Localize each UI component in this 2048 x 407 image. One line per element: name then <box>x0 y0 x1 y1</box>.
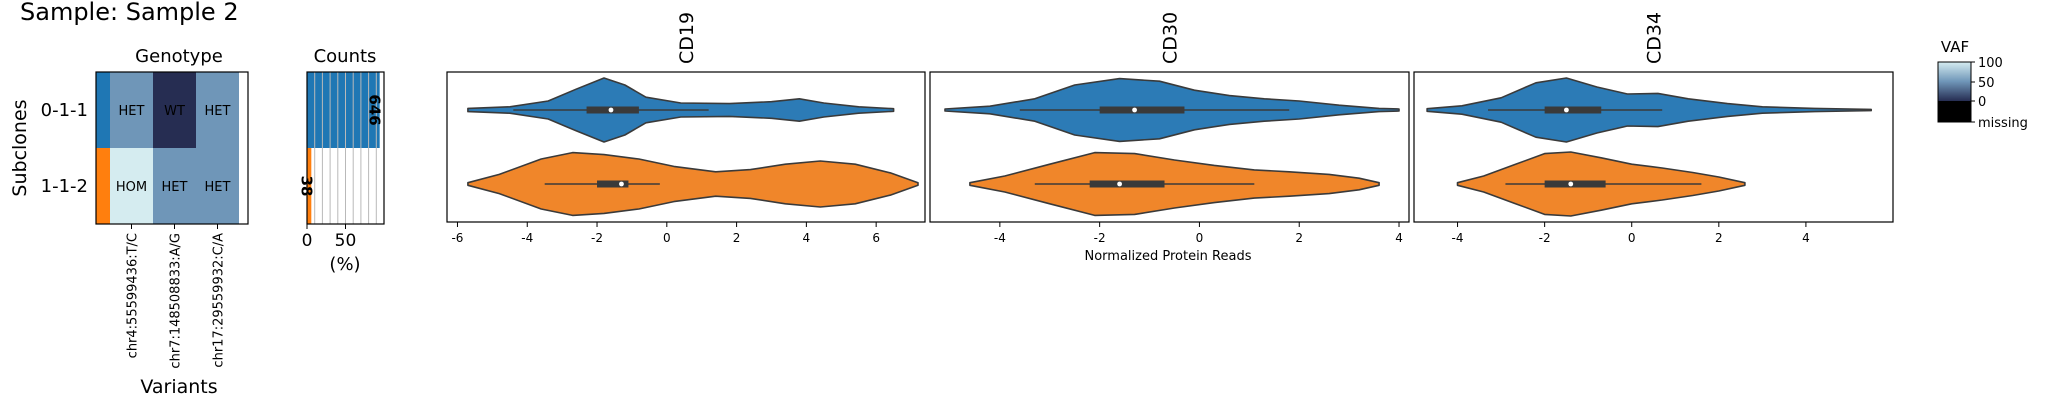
violin-xtick-label: 4 <box>1802 231 1810 245</box>
colorbar-tick-label: 50 <box>1978 76 1995 91</box>
violin-xtick-label: 0 <box>1628 231 1636 245</box>
violin-panel-frame <box>929 71 1410 223</box>
genotype-frame <box>95 71 249 225</box>
colorbar-frame <box>1937 61 1972 123</box>
violin-xtick-label: 6 <box>872 231 880 245</box>
genotype-cell <box>153 148 196 224</box>
count-label: 38 <box>297 176 315 197</box>
violin-xtick-label: -2 <box>1094 231 1106 245</box>
genotype-cell-label: HOM <box>116 180 147 195</box>
count-bar <box>307 72 380 148</box>
violin-xtick-label: 2 <box>733 231 741 245</box>
colorbar-tick-label: missing <box>1978 116 2028 131</box>
violin-median <box>1568 181 1574 187</box>
violin-median <box>1564 107 1569 113</box>
violin-xtick-label: 4 <box>1395 231 1403 245</box>
violin-xtick-label: -2 <box>1539 231 1551 245</box>
violin-xtick-label: 4 <box>803 231 811 245</box>
genotype-cell-label: WT <box>164 104 185 119</box>
genotype-cell-label: HET <box>119 104 145 119</box>
counts-xtick-label: 50 <box>335 231 357 251</box>
colorbar-gradient <box>1938 62 1971 101</box>
count-bar <box>307 148 312 224</box>
violin-iqr-box <box>1544 106 1602 114</box>
genotype-cell <box>196 148 239 224</box>
variants-axis-label: Variants <box>140 376 217 398</box>
variant-label: chr7:148508833:A/G <box>169 233 184 369</box>
violin-median <box>619 181 624 187</box>
counts-panel-title: Counts <box>314 46 377 67</box>
genotype-cell <box>110 148 153 224</box>
violin-iqr-box <box>1099 106 1185 114</box>
clone-color-swatch <box>96 148 110 224</box>
count-label: 646 <box>366 94 384 125</box>
genotype-cell <box>196 72 239 148</box>
protein-axis-label: Normalized Protein Reads <box>1085 249 1252 264</box>
violin-iqr-box <box>1089 180 1165 188</box>
subclone-label: 0-1-1 <box>41 100 88 121</box>
colorbar-tick-label: 100 <box>1978 56 2003 71</box>
violin-panel-title: CD34 <box>1644 12 1666 64</box>
violin-xtick-label: 2 <box>1295 231 1303 245</box>
genotype-cell <box>110 72 153 148</box>
violin-panel-frame <box>1413 71 1894 223</box>
violin-xtick-label: 0 <box>663 231 671 245</box>
colorbar-title: VAF <box>1941 38 1969 56</box>
violin-panel-frame <box>446 71 926 223</box>
genotype-panel-title: Genotype <box>135 46 223 67</box>
violin-xtick-label: -6 <box>451 231 463 245</box>
violin-xtick-label: 0 <box>1196 231 1204 245</box>
violin-xtick-label: -2 <box>591 231 603 245</box>
clone-color-swatch <box>96 72 110 148</box>
violin-body <box>467 151 919 217</box>
genotype-cell-label: HET <box>205 180 231 195</box>
colorbar-missing <box>1938 101 1971 122</box>
violin-iqr-box <box>597 180 629 188</box>
subclone-label: 1-1-2 <box>41 176 88 197</box>
violin-iqr-box <box>1544 180 1606 188</box>
violin-median <box>1132 107 1137 113</box>
violin-xtick-label: -4 <box>521 231 533 245</box>
y-axis-label: Subclones <box>9 99 31 196</box>
violin-panel-title: CD30 <box>1160 12 1182 64</box>
violin-median <box>1117 181 1123 187</box>
genotype-cell-label: HET <box>205 104 231 119</box>
genotype-cell <box>153 72 196 148</box>
violin-panel-title: CD19 <box>676 12 698 64</box>
violin-xtick-label: -4 <box>994 231 1006 245</box>
counts-xtick-label: 0 <box>302 231 313 251</box>
counts-axis-label: (%) <box>329 254 360 275</box>
genotype-cell-label: HET <box>162 180 188 195</box>
variant-label: chr4:55599436:T/C <box>126 233 141 358</box>
figure-title: Sample: Sample 2 <box>20 0 239 26</box>
variant-label: chr17:29559932:C/A <box>212 233 227 368</box>
colorbar-tick-label: 0 <box>1978 95 1986 110</box>
violin-median <box>608 107 614 113</box>
violin-xtick-label: -4 <box>1452 231 1464 245</box>
violin-xtick-label: 2 <box>1715 231 1723 245</box>
